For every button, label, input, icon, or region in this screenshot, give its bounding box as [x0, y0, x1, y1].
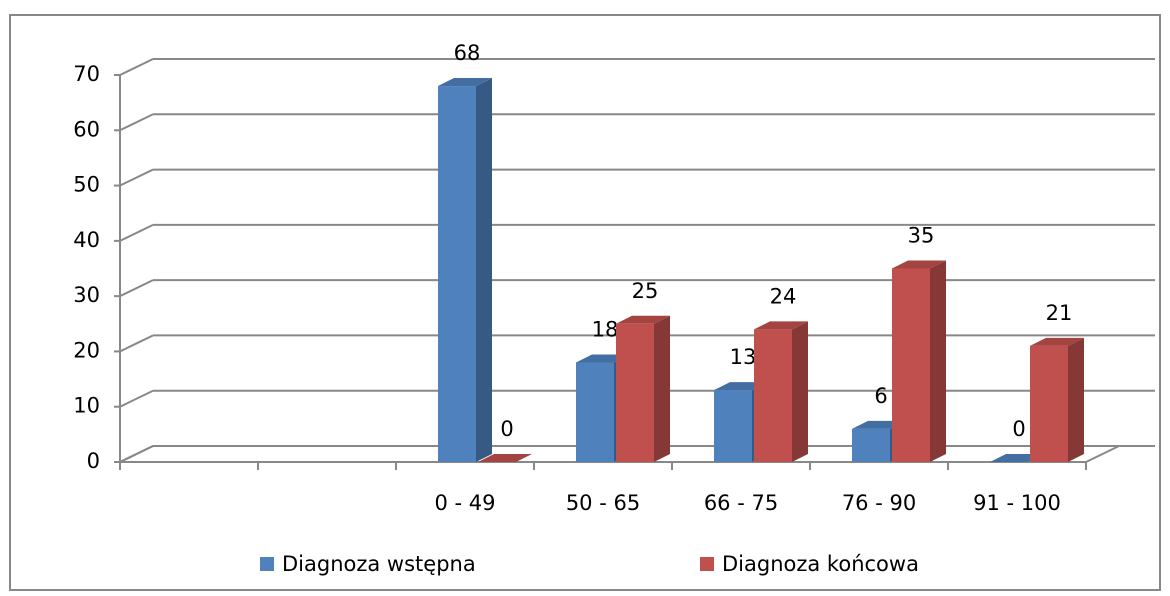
grid-line: [119, 223, 154, 242]
data-label: 35: [908, 224, 935, 248]
bar-side: [792, 321, 808, 462]
x-tick-label: 91 - 100: [973, 491, 1061, 515]
x-tick-label: 50 - 65: [566, 491, 640, 515]
y-tick-label: 0: [87, 449, 100, 473]
bar: [576, 362, 614, 462]
bar: [438, 86, 476, 463]
bar-top: [438, 78, 492, 87]
y-tick-label: 60: [73, 117, 100, 141]
data-label: 0: [1012, 417, 1025, 441]
bar-top: [616, 315, 670, 324]
bar: [754, 329, 792, 462]
data-label: 25: [632, 279, 659, 303]
legend-label: Diagnoza końcowa: [722, 552, 919, 576]
grid-line: [119, 168, 154, 187]
legend-swatch: [260, 557, 274, 571]
grid-line: [119, 334, 154, 353]
x-tick-label: 66 - 75: [704, 491, 778, 515]
y-tick-label: 40: [73, 228, 100, 252]
data-label: 0: [500, 417, 513, 441]
chart-border: [9, 14, 1161, 591]
bar-side: [930, 260, 946, 462]
bar: [1030, 345, 1068, 462]
legend-label: Diagnoza wstępna: [282, 552, 476, 576]
bar-side: [654, 315, 670, 462]
bar-side: [476, 78, 492, 463]
bar: [892, 268, 930, 462]
bar-top: [892, 260, 946, 269]
y-tick-label: 30: [73, 283, 100, 307]
y-tick-label: 70: [73, 62, 100, 86]
bar-top: [754, 321, 808, 330]
data-label: 24: [770, 284, 797, 308]
grid-line: [119, 279, 154, 298]
data-label: 68: [454, 41, 481, 65]
y-tick-label: 50: [73, 173, 100, 197]
bar-top: [478, 454, 532, 462]
x-tick-label: 76 - 90: [842, 491, 916, 515]
data-label: 6: [874, 384, 887, 408]
bar-top: [1030, 337, 1084, 346]
x-tick-label: 0 - 49: [434, 491, 495, 515]
data-label: 21: [1046, 301, 1073, 325]
bar-side: [1068, 337, 1084, 462]
y-tick-label: 20: [73, 338, 100, 362]
grid-line: [119, 113, 154, 132]
bar: [616, 323, 654, 462]
legend-swatch: [700, 557, 714, 571]
y-tick-label: 10: [73, 394, 100, 418]
bar: [852, 428, 890, 462]
bar: [714, 390, 752, 462]
data-label: 13: [730, 345, 757, 369]
data-label: 18: [592, 317, 619, 341]
grid-line: [119, 389, 154, 408]
grid-line: [119, 445, 154, 463]
grid-line: [119, 58, 154, 76]
